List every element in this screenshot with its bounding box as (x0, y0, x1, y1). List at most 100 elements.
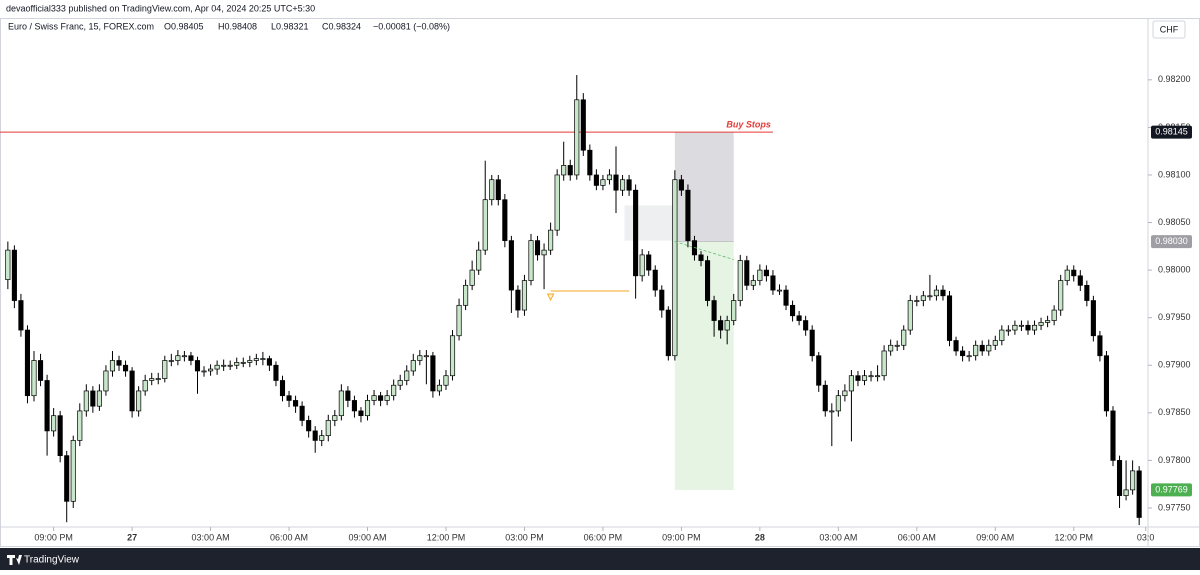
candle-body (208, 368, 214, 372)
legend: Euro / Swiss Franc, 15, FOREX.com O0.984… (8, 21, 450, 31)
candle-body (1005, 329, 1011, 332)
candle-body (999, 329, 1005, 341)
x-tick-label: 27 (127, 532, 137, 542)
candle-body (600, 179, 606, 186)
candle-body (613, 174, 619, 191)
candle-body (397, 380, 403, 386)
candle-body (718, 320, 724, 331)
x-tick-label: 12:00 PM (1054, 532, 1093, 542)
price-label: 0.98145 (1155, 127, 1188, 137)
candle-body (423, 355, 429, 358)
candle-body (149, 378, 155, 381)
x-tick-label: 06:00 PM (584, 532, 623, 542)
candle-body (136, 390, 142, 412)
candle-body (809, 329, 815, 357)
candle-body (1084, 284, 1090, 301)
candle-body (1012, 324, 1018, 331)
candle-body (417, 355, 423, 361)
candle-body (678, 179, 684, 191)
candle-body (803, 320, 809, 331)
candle-body (711, 300, 717, 321)
candle-body (763, 269, 769, 277)
candle-body (463, 284, 469, 306)
candle-body (279, 380, 286, 397)
legend-symbol: Euro / Swiss Franc, 15, FOREX.com (8, 21, 154, 31)
candle-body (364, 400, 371, 417)
candle-body (875, 375, 881, 378)
candle-body (371, 395, 377, 401)
candle-body (1038, 322, 1044, 326)
candle-body (1071, 269, 1077, 277)
candle-body (652, 269, 658, 291)
candle-body (776, 289, 783, 292)
x-tick-label: 12:00 PM (427, 532, 466, 542)
candle-body (639, 254, 645, 277)
candle-body (194, 360, 201, 372)
candle-body (672, 179, 678, 357)
candle-body (1045, 320, 1051, 323)
candle-body (227, 364, 233, 367)
footer-bar (0, 548, 1200, 570)
candle-body (894, 344, 900, 347)
y-tick-label: 0.98100 (1158, 169, 1191, 179)
legend-high: H0.98408 (218, 21, 257, 31)
candle-body (319, 435, 325, 441)
candle-body (129, 370, 135, 412)
candle-body (109, 360, 116, 372)
candle-body (796, 315, 802, 321)
candle-body (358, 410, 364, 417)
candle-body (770, 275, 776, 291)
candle-body (273, 364, 279, 381)
candle-body (332, 415, 338, 421)
candle-body (123, 364, 129, 372)
candle-body (665, 309, 671, 357)
currency[interactable]: CHF (1160, 24, 1179, 34)
candle-body (5, 249, 11, 280)
candle-body (901, 329, 907, 346)
candle-body (436, 384, 442, 392)
x-tick-label: 09:00 PM (662, 532, 701, 542)
candle-body (201, 370, 207, 373)
candle-body (495, 179, 501, 201)
candle-body (31, 360, 37, 397)
candle-body (567, 165, 573, 176)
candle-body (705, 260, 711, 301)
candle-body (391, 384, 397, 397)
candle-body (293, 400, 299, 407)
candle-body (920, 295, 926, 301)
candle-body (940, 289, 946, 297)
y-tick-label: 0.97850 (1158, 407, 1191, 417)
candle-body (914, 300, 920, 302)
candle-body (1097, 335, 1103, 357)
candle-body (24, 329, 31, 397)
candle-body (116, 360, 122, 366)
candle-body (992, 340, 998, 346)
candle-body (790, 304, 796, 317)
candle-body (757, 269, 763, 281)
candle-body (1110, 410, 1116, 461)
candle-body (221, 364, 227, 367)
candle-body (1116, 460, 1123, 496)
x-tick-label: 06:00 AM (270, 532, 308, 542)
candle-body (816, 355, 822, 386)
candle-body (724, 320, 730, 331)
candle-body (868, 375, 874, 378)
candle-body (561, 165, 567, 176)
candle-body (338, 390, 344, 417)
x-tick-label: 03:0 (1137, 532, 1155, 542)
currency-box[interactable] (1152, 20, 1186, 39)
candle-body (593, 174, 599, 186)
candle-body (633, 189, 639, 277)
candle-body (508, 240, 514, 291)
price-label-box (1151, 483, 1192, 497)
candle-body (927, 295, 933, 298)
candle-body (70, 440, 76, 502)
candle-body (83, 390, 89, 412)
candle-body (966, 355, 972, 358)
candle-body (946, 295, 953, 341)
candle-body (469, 269, 475, 286)
price-label-box (1151, 235, 1192, 249)
candle-body (345, 390, 351, 401)
candle-body (489, 179, 495, 201)
candle-body (443, 375, 449, 386)
